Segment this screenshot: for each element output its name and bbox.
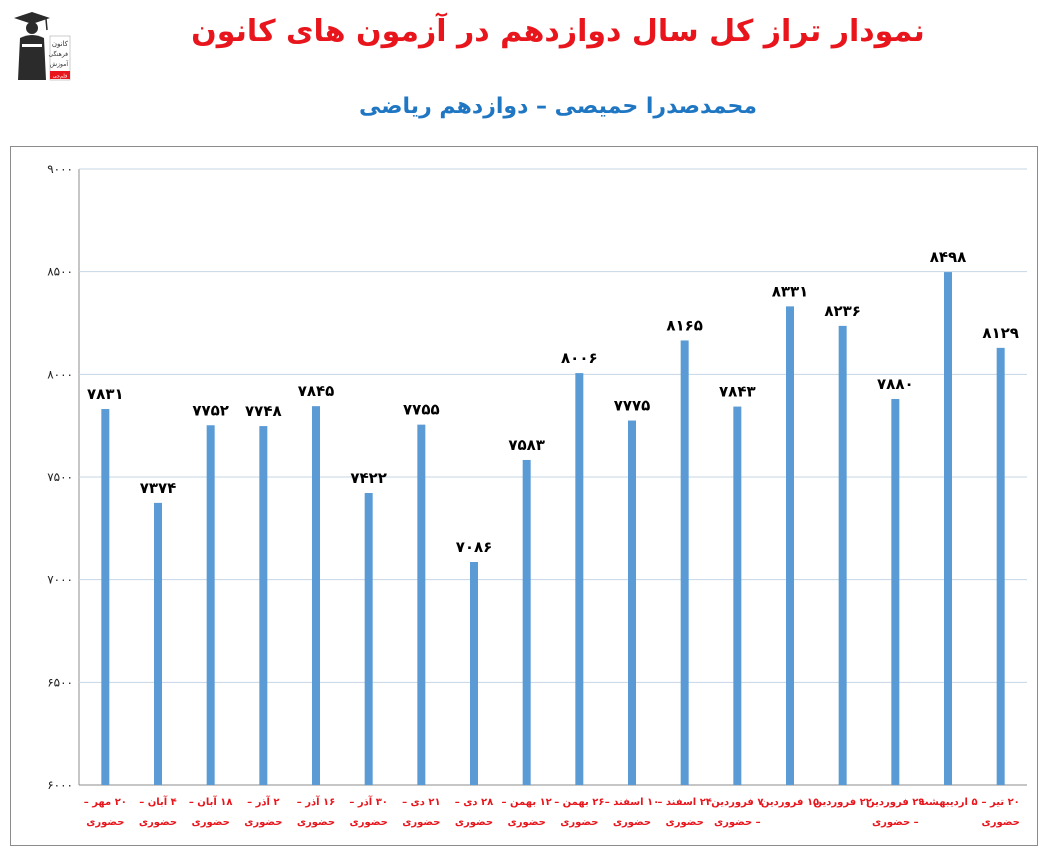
bar bbox=[996, 347, 1005, 785]
data-label: ۷۵۸۳ bbox=[508, 436, 545, 454]
data-label: ۷۸۳۱ bbox=[87, 385, 124, 403]
bars bbox=[101, 272, 1005, 785]
bar bbox=[417, 424, 426, 785]
labels: ۶۰۰۰ ۶۵۰۰ ۷۰۰۰ ۷۵۰۰ ۸۰۰۰ ۸۵۰۰ ۹۰۰۰ ۷۸۳۱ ۲۰ مهر –… bbox=[47, 162, 1020, 828]
data-label: ۷۷۴۸ bbox=[245, 402, 282, 420]
bar bbox=[206, 425, 215, 785]
y-tick-label: ۶۰۰۰ bbox=[47, 778, 73, 792]
data-label: ۷۷۷۵ bbox=[614, 397, 651, 415]
bar bbox=[733, 406, 742, 785]
data-label: ۷۸۴۳ bbox=[719, 383, 756, 401]
data-label: ۷۳۷۴ bbox=[140, 479, 177, 497]
x-tick-label: ۳۰ آذر – bbox=[349, 795, 388, 808]
data-label: ۷۸۴۵ bbox=[298, 382, 335, 400]
x-tick-label: حضوری bbox=[613, 817, 651, 828]
chart-area: ۶۰۰۰ ۶۵۰۰ ۷۰۰۰ ۷۵۰۰ ۸۰۰۰ ۸۵۰۰ ۹۰۰۰ ۷۸۳۱ ۲۰ مهر –… bbox=[10, 146, 1038, 846]
data-label: ۸۱۲۹ bbox=[982, 324, 1019, 342]
x-tick-label: ۲۶ بهمن – bbox=[554, 797, 604, 808]
x-tick-label: حضوری bbox=[139, 817, 177, 828]
bar bbox=[364, 493, 373, 785]
x-tick-label: ۲۲ فروردین bbox=[814, 797, 872, 808]
data-label: ۸۱۶۵ bbox=[666, 316, 703, 334]
data-label: ۷۷۵۵ bbox=[403, 401, 440, 419]
x-tick-label: حضوری bbox=[86, 817, 124, 828]
x-tick-label: حضوری bbox=[666, 817, 704, 828]
x-tick-label: ۱۵ فروردین bbox=[761, 797, 819, 808]
page-subtitle: محمدصدرا حمیصی – دوازدهم ریاضی bbox=[359, 94, 757, 119]
data-label: ۸۲۳۶ bbox=[824, 302, 861, 320]
x-tick-label: حضوری bbox=[192, 817, 230, 828]
bar-chart: ۶۰۰۰ ۶۵۰۰ ۷۰۰۰ ۷۵۰۰ ۸۰۰۰ ۸۵۰۰ ۹۰۰۰ ۷۸۳۱ ۲۰ مهر –… bbox=[47, 162, 1027, 828]
bar bbox=[786, 306, 794, 785]
y-tick-label: ۸۰۰۰ bbox=[47, 367, 73, 381]
bar bbox=[575, 373, 584, 785]
bar bbox=[312, 406, 320, 785]
y-tick-label: ۷۵۰۰ bbox=[47, 470, 73, 484]
data-label: ۷۰۸۶ bbox=[456, 538, 493, 556]
data-label: ۸۳۳۱ bbox=[772, 282, 809, 300]
x-tick-label: ۴ آبان – bbox=[139, 795, 177, 808]
kanoon-logo: کانون فرهنگی آموزش قلم‌چی bbox=[10, 8, 72, 84]
x-tick-label: ۲۰ تیر – bbox=[982, 797, 1020, 808]
x-tick-label: ۲۸ دی – bbox=[455, 797, 493, 808]
logo-text-1: کانون bbox=[52, 40, 69, 48]
logo-badge: قلم‌چی bbox=[53, 74, 68, 80]
x-tick-label: حضوری bbox=[402, 817, 440, 828]
logo-text-2: فرهنگی bbox=[49, 50, 69, 58]
x-tick-label: ۲۴ اسفند – bbox=[657, 797, 712, 808]
data-label: ۸۰۰۶ bbox=[561, 349, 598, 367]
y-tick-label: ۹۰۰۰ bbox=[47, 162, 73, 176]
x-tick-label: ۲۹ فروردین bbox=[866, 797, 924, 808]
bar bbox=[680, 340, 689, 785]
data-label: ۷۴۲۲ bbox=[350, 469, 387, 487]
x-tick-label: ۱۶ آذر – bbox=[297, 795, 336, 808]
x-tick-label: حضوری bbox=[244, 817, 282, 828]
x-tick-label: حضوری bbox=[560, 817, 598, 828]
page-title: نمودار تراز کل سال دوازدهم در آزمون های … bbox=[191, 14, 925, 49]
bar bbox=[522, 459, 531, 785]
x-tick-label: حضوری bbox=[350, 817, 388, 828]
bar bbox=[838, 325, 847, 785]
data-label: ۸۴۹۸ bbox=[930, 248, 967, 266]
bar bbox=[470, 562, 478, 785]
x-tick-label: ۷ فروردین bbox=[711, 797, 763, 808]
bar bbox=[101, 409, 110, 785]
x-tick-label: حضوری bbox=[508, 817, 546, 828]
y-tick-label: ۸۵۰۰ bbox=[47, 265, 73, 279]
x-tick-label: ۲۰ مهر – bbox=[84, 797, 127, 808]
bar bbox=[891, 398, 900, 785]
data-label: ۷۸۸۰ bbox=[877, 375, 914, 393]
x-tick-label: ۱۲ بهمن – bbox=[502, 797, 552, 808]
bar bbox=[944, 272, 952, 785]
x-tick-label: حضوری bbox=[297, 817, 335, 828]
x-tick-label: حضوری bbox=[982, 817, 1020, 828]
bar bbox=[259, 426, 268, 785]
bar bbox=[628, 420, 636, 785]
x-tick-label: حضوری bbox=[455, 817, 493, 828]
x-tick-label: ۱۸ آبان – bbox=[189, 795, 233, 808]
x-tick-label: ۲ آذر – bbox=[247, 795, 279, 808]
x-tick-label: ۲۱ دی – bbox=[402, 797, 440, 808]
data-label: ۷۷۵۲ bbox=[192, 401, 229, 419]
graduate-icon: کانون فرهنگی آموزش قلم‌چی bbox=[14, 12, 71, 81]
y-tick-label: ۷۰۰۰ bbox=[47, 573, 73, 587]
bar bbox=[154, 502, 162, 785]
x-tick-label: – حضوری bbox=[714, 817, 761, 828]
grid bbox=[78, 168, 1027, 786]
logo-text-3: آموزش bbox=[50, 59, 69, 68]
x-tick-label: ۵ اردیبهشت bbox=[918, 797, 977, 808]
x-tick-label: – حضوری bbox=[872, 817, 919, 828]
y-tick-label: ۶۵۰۰ bbox=[47, 675, 73, 689]
x-tick-label: ۱۰ اسفند – bbox=[605, 797, 660, 808]
